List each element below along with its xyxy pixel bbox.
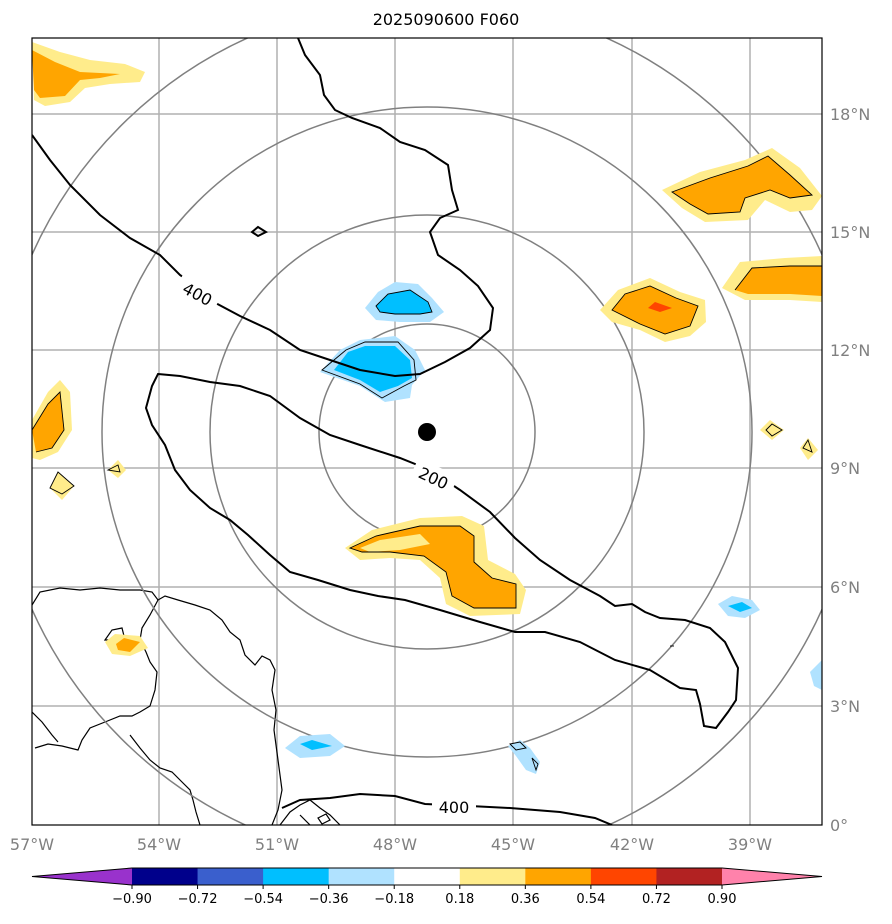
lat-label: 15°N [830,223,870,242]
positive-anomaly-fills [32,42,822,656]
colorbar-segment [394,868,461,885]
colorbar-tick-label: −0.72 [178,892,218,907]
lat-label: 0° [830,816,848,835]
fill-se-small-a [760,420,784,440]
plot-frame [31,37,823,826]
fill-se-small-b [800,438,818,460]
lon-label: 39°W [728,835,772,854]
colorbar-segment [263,868,330,885]
colorbar-extension-high [722,868,822,885]
fill-ne-a-mid [672,156,812,214]
colorbar-segment [656,868,723,885]
lat-label: 6°N [830,578,860,597]
colorbar-segment [590,868,657,885]
fill-neg-s-b [508,740,540,774]
colorbar-segment [328,868,395,885]
map-title: 2025090600 F060 [372,10,520,29]
contour-label-400-south: 400 [439,798,470,817]
contour-labels: 400 200 400 [173,272,476,818]
lat-label: 18°N [830,105,870,124]
contour-400-north [32,38,495,378]
range-rings [32,38,822,825]
anomaly-outlines [32,155,822,772]
fill-neg-c-mid [334,346,412,392]
lon-label: 42°W [610,835,654,854]
colorbar-tick-label: −0.90 [112,892,152,907]
colorbar-segment [459,868,526,885]
fill-ne-b-mid [735,266,822,296]
fill-coast-small-mid [116,638,140,652]
storm-center-marker [418,423,436,441]
lon-label: 48°W [373,835,417,854]
lon-label: 45°W [491,835,535,854]
colorbar-tick-label: −0.54 [243,892,283,907]
colorbar-segment [132,868,199,885]
lat-label: 9°N [830,459,860,478]
contour-small [250,225,269,238]
contour-400-south [281,792,613,825]
lat-label: 12°N [830,341,870,360]
fill-nw-top-mid [32,50,120,98]
colorbar-tick-label: 0.54 [576,892,605,907]
colorbar: −0.90 −0.72 −0.54 −0.36 −0.18 0.18 0.36 0.54 0.7… [31,867,823,907]
colorbar-extension-low [32,868,132,885]
latitude-labels: 0° 3°N 6°N 9°N 12°N 15°N 18°N [830,105,870,835]
colorbar-tick-label: −0.36 [309,892,349,907]
colorbar-tick-label: 0.18 [445,892,474,907]
colorbar-tick-label: 0.36 [511,892,540,907]
colorbar-tick-label: −0.18 [374,892,414,907]
lon-label: 57°W [10,835,54,854]
fill-w-small-b [108,460,126,478]
lat-label: 3°N [830,697,860,716]
range-ring-2 [209,214,645,650]
colorbar-tick-label: 0.90 [708,892,737,907]
fill-w-small-a [50,472,74,500]
lon-label: 54°W [137,835,181,854]
fill-neg-n-mid [376,290,432,314]
lon-label: 51°W [255,835,299,854]
fill-center-s-light-inner [360,534,430,552]
fill-e-mid-strong [648,302,672,312]
colorbar-segment [525,868,592,885]
fill-neg-e-edge [810,660,822,690]
range-ring-3 [101,106,753,758]
plot-area: 400 200 400 [32,38,822,825]
colorbar-tick-label: 0.72 [642,892,671,907]
negative-anomaly-fills [285,282,822,774]
fill-w-edge-mid [32,392,64,452]
longitude-labels: 57°W 54°W 51°W 48°W 45°W 42°W 39°W [10,835,772,854]
colorbar-segment [197,868,264,885]
fill-neg-se-mid [728,602,752,612]
fill-neg-s-a-mid [300,740,332,750]
